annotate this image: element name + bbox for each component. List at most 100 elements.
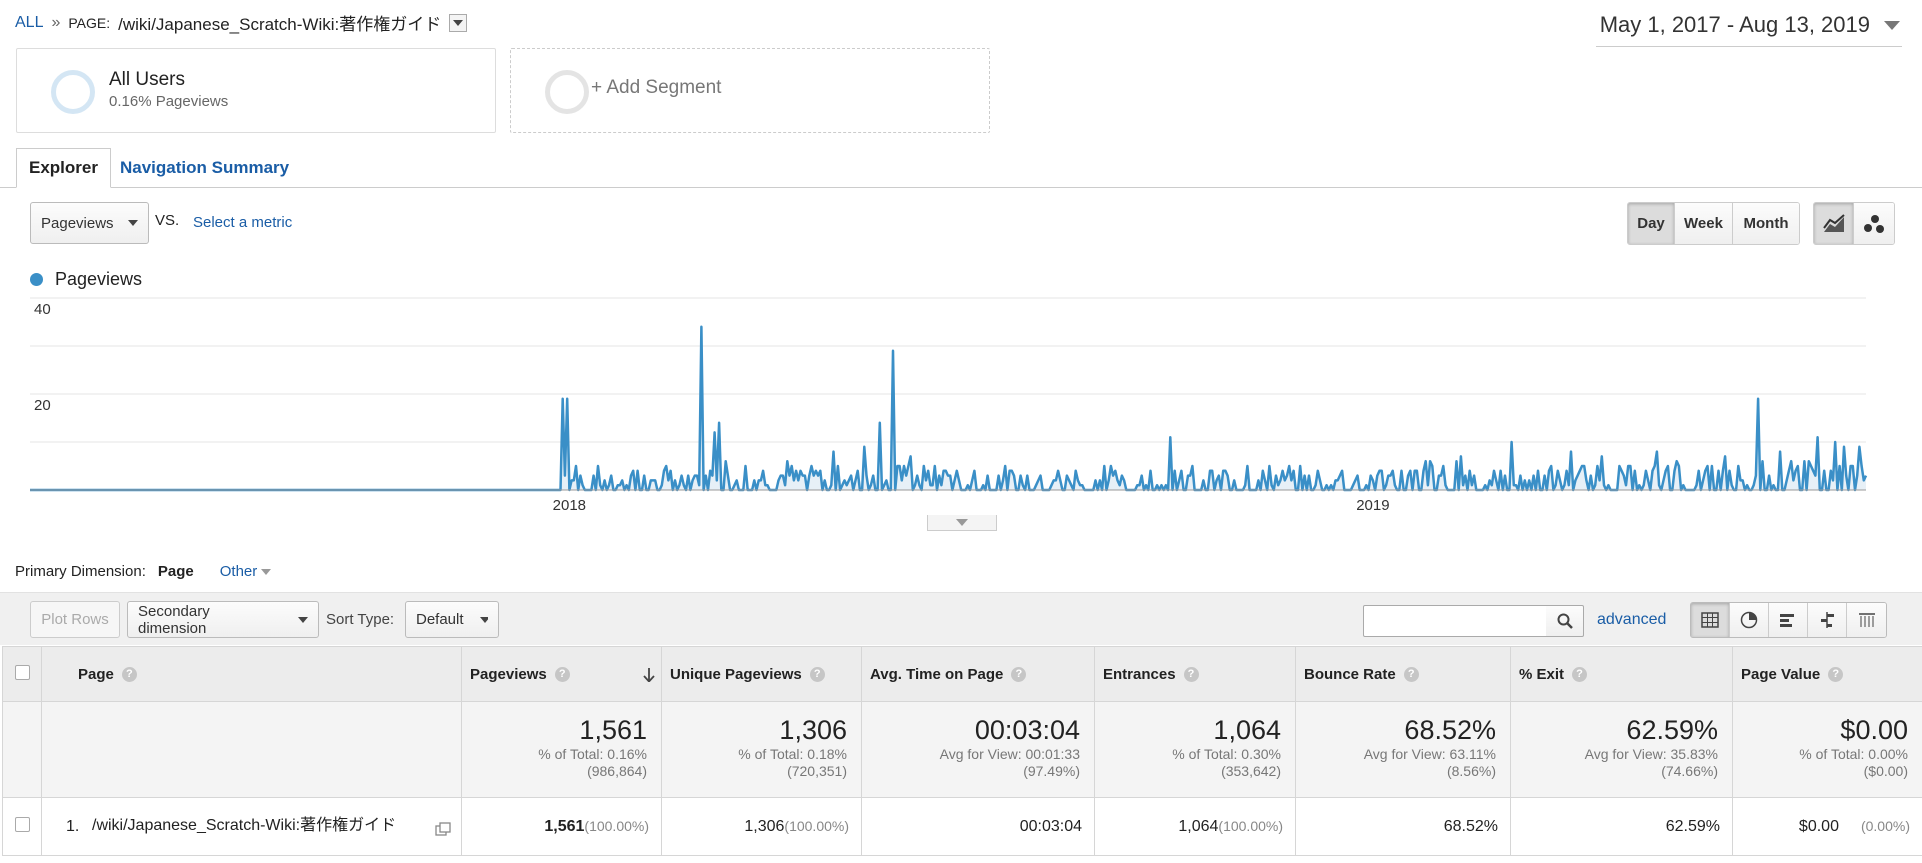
row-entrances: 1,064(100.00%) <box>1094 797 1296 856</box>
secondary-dimension-label: Secondary dimension <box>138 602 210 637</box>
add-segment-button[interactable]: + Add Segment <box>510 48 990 133</box>
add-segment-label: + Add Segment <box>591 77 722 98</box>
row-page-value-value: $0.00 <box>1798 817 1839 835</box>
pageviews-line <box>30 325 1868 492</box>
help-icon[interactable]: ? <box>121 667 137 683</box>
x-tick-label: 2018 <box>553 497 586 514</box>
secondary-dimension-select[interactable]: Secondary dimension <box>127 601 319 638</box>
y-tick-label: 40 <box>34 301 51 318</box>
chevron-down-icon <box>261 568 272 575</box>
sort-type-label: Sort Type: <box>326 611 395 628</box>
primary-dimension-page[interactable]: Page <box>157 563 194 580</box>
open-external-icon[interactable] <box>435 821 451 836</box>
column-header-exit[interactable]: % Exit? <box>1510 646 1733 702</box>
plot-rows-button[interactable]: Plot Rows <box>30 601 120 638</box>
breadcrumb: ALL » PAGE: /wiki/Japanese_Scratch-Wiki:… <box>15 10 468 35</box>
segment-all-users[interactable]: All Users 0.16% Pageviews <box>16 48 496 133</box>
total-value: 1,064 <box>1213 715 1281 745</box>
pivot-view-button[interactable] <box>1847 603 1886 637</box>
totals-page-value: $0.00 % of Total: 0.00% ($0.00) <box>1732 701 1922 798</box>
column-header-pageviews[interactable]: Pageviews? <box>461 646 662 702</box>
help-icon[interactable]: ? <box>554 667 570 683</box>
row-entrances-percent: (100.00%) <box>1218 817 1283 834</box>
metric-select[interactable]: Pageviews <box>30 202 149 244</box>
breadcrumb-page-label: PAGE: <box>68 14 111 31</box>
sort-descending-icon <box>643 667 655 682</box>
help-icon[interactable]: ? <box>1403 667 1419 683</box>
help-icon[interactable]: ? <box>1011 667 1027 683</box>
tab-navigation-summary[interactable]: Navigation Summary <box>120 158 290 177</box>
bar-chart-icon <box>1780 614 1794 627</box>
totals-pageviews: 1,561 % of Total: 0.16% (986,864) <box>461 701 662 798</box>
column-header-unique-pageviews[interactable]: Unique Pageviews? <box>661 646 862 702</box>
column-header-avg-time[interactable]: Avg. Time on Page? <box>861 646 1095 702</box>
select-all-cell <box>2 646 42 702</box>
motion-chart-button[interactable] <box>1854 203 1894 244</box>
date-range-picker[interactable]: May 1, 2017 - Aug 13, 2019 <box>1595 12 1902 47</box>
row-page-link[interactable]: /wiki/Japanese_Scratch-Wiki:著作権ガイド <box>92 816 397 834</box>
percentage-view-button[interactable] <box>1730 603 1769 637</box>
table-view-button-group <box>1690 602 1887 638</box>
help-icon[interactable]: ? <box>1572 667 1588 683</box>
column-header-page: Page? <box>41 646 462 702</box>
month-button[interactable]: Month <box>1733 203 1799 244</box>
total-percent: Avg for View: 35.83% <box>1584 745 1718 762</box>
totals-entrances: 1,064 % of Total: 0.30% (353,642) <box>1094 701 1296 798</box>
breadcrumb-dropdown-button[interactable] <box>449 13 468 32</box>
sort-type-select[interactable]: Default <box>405 601 499 638</box>
breadcrumb-all-link[interactable]: ALL <box>15 13 44 31</box>
row-pageviews: 1,561(100.00%) <box>461 797 662 856</box>
performance-view-button[interactable] <box>1769 603 1808 637</box>
primary-dimension-other-label: Other <box>219 563 258 580</box>
y-tick-label: 20 <box>34 397 51 414</box>
line-chart-icon <box>1822 213 1845 232</box>
select-metric-link[interactable]: Select a metric <box>193 214 293 231</box>
column-header-label: Unique Pageviews <box>670 665 802 683</box>
primary-dimension-other[interactable]: Other <box>220 563 272 580</box>
totals-row: 1,561 % of Total: 0.16% (986,864) 1,306 … <box>2 701 1922 798</box>
breadcrumb-separator: » <box>51 13 61 31</box>
column-header-label: Pageviews <box>470 665 547 683</box>
row-select-cell <box>2 797 42 856</box>
row-unique-pageviews-percent: (100.00%) <box>784 817 849 834</box>
row-page-cell: 1. /wiki/Japanese_Scratch-Wiki:著作権ガイド <box>41 797 462 856</box>
column-header-page-value[interactable]: Page Value? <box>1732 646 1922 702</box>
bubble-chart-icon <box>1864 214 1884 233</box>
help-icon[interactable]: ? <box>1183 667 1199 683</box>
column-header-bounce-rate[interactable]: Bounce Rate? <box>1295 646 1511 702</box>
select-all-checkbox[interactable] <box>14 664 30 680</box>
advanced-filter-link[interactable]: advanced <box>1597 611 1667 628</box>
primary-dimension-bar: Primary Dimension: Page Other <box>15 563 272 580</box>
help-icon[interactable]: ? <box>809 667 825 683</box>
tab-explorer[interactable]: Explorer <box>16 148 111 188</box>
comparison-view-button[interactable] <box>1808 603 1847 637</box>
help-icon[interactable]: ? <box>1828 667 1844 683</box>
breadcrumb-page-path: /wiki/Japanese_Scratch-Wiki:著作権ガイド <box>118 15 442 34</box>
total-absolute: (8.56%) <box>1446 763 1496 780</box>
chart-collapse-handle[interactable] <box>927 515 997 531</box>
column-header-entrances[interactable]: Entrances? <box>1094 646 1296 702</box>
row-checkbox[interactable] <box>14 816 30 832</box>
data-table: Page? Pageviews? Unique Pageviews? Avg. … <box>2 646 1922 856</box>
total-value: 00:03:04 <box>974 715 1080 745</box>
row-avg-time: 00:03:04 <box>861 797 1095 856</box>
data-table-view-button[interactable] <box>1691 603 1730 637</box>
search-icon <box>1557 613 1573 629</box>
column-header-label: Entrances <box>1103 665 1176 683</box>
total-value: 62.59% <box>1626 715 1718 745</box>
row-unique-pageviews-value: 1,306 <box>744 817 785 835</box>
search-button[interactable] <box>1546 605 1584 637</box>
row-page-value-percent: (0.00%) <box>1860 817 1910 834</box>
total-percent: Avg for View: 00:01:33 <box>939 745 1080 762</box>
chevron-down-icon <box>956 519 968 526</box>
table-search-input[interactable] <box>1363 605 1547 637</box>
column-header-label: Avg. Time on Page <box>870 665 1004 683</box>
day-button[interactable]: Day <box>1628 203 1675 244</box>
line-chart-button[interactable] <box>1814 203 1854 244</box>
column-header-label: % Exit <box>1519 665 1565 683</box>
totals-bounce-rate: 68.52% Avg for View: 63.11% (8.56%) <box>1295 701 1511 798</box>
pie-chart-icon <box>1740 611 1758 629</box>
pivot-table-icon <box>1858 613 1875 627</box>
week-button[interactable]: Week <box>1675 203 1733 244</box>
